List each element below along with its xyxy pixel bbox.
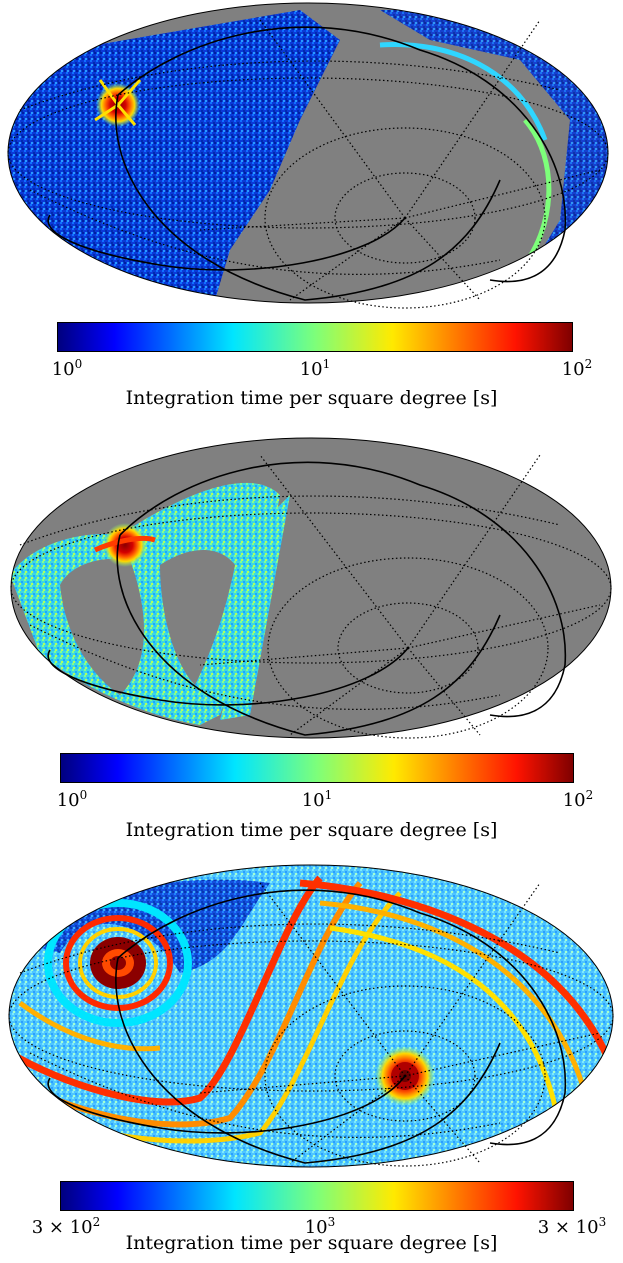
colorbar-3-label: Integration time per square degree [s] xyxy=(125,1232,498,1254)
colorbar-1-tick-max: 102 xyxy=(561,357,593,380)
colorbar-3-tick-min: 3 × 102 xyxy=(31,1215,101,1238)
sky-map-3 xyxy=(8,864,614,1168)
colorbar-3-tick-max: 3 × 103 xyxy=(537,1215,607,1238)
panel-3: 3 × 102 103 3 × 103 Integration time per… xyxy=(0,864,623,1263)
colorbar-2 xyxy=(60,753,574,783)
panel-2: 100 101 102 Integration time per square … xyxy=(0,435,623,855)
colorbar-2-tick-min: 100 xyxy=(56,788,88,811)
colorbar-1-label: Integration time per square degree [s] xyxy=(125,387,498,409)
colorbar-1-tick-mid: 101 xyxy=(299,357,331,380)
sky-map-2 xyxy=(10,437,612,739)
sky-map-1 xyxy=(7,2,609,309)
panel-1: 100 101 102 Integration time per square … xyxy=(0,0,623,420)
colorbar-2-tick-mid: 101 xyxy=(301,788,333,811)
colorbar-1 xyxy=(57,322,573,352)
colorbar-2-tick-max: 102 xyxy=(562,788,594,811)
colorbar-2-label: Integration time per square degree [s] xyxy=(125,819,498,841)
colorbar-1-tick-min: 100 xyxy=(51,357,83,380)
colorbar-3-tick-mid: 103 xyxy=(304,1215,336,1238)
colorbar-3 xyxy=(60,1181,574,1211)
